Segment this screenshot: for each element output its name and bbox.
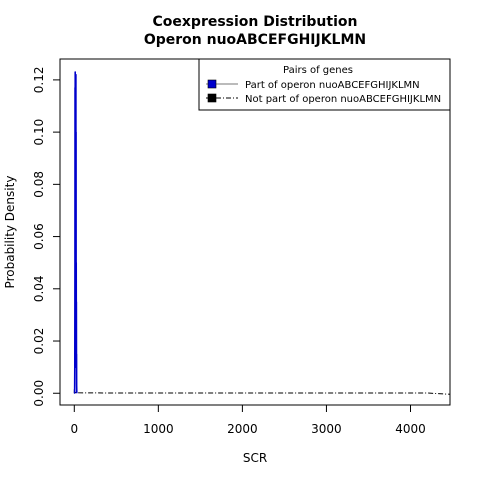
x-tick-label: 4000 <box>395 422 426 436</box>
legend-swatch-part-of-operon <box>207 79 217 89</box>
legend-label-not-part-of-operon: Not part of operon nuoABCEFGHIJKLMN <box>245 94 441 105</box>
x-tick-label: 2000 <box>227 422 258 436</box>
y-tick-label: 0.02 <box>32 328 46 355</box>
y-tick-label: 0.06 <box>32 223 46 250</box>
series-layer <box>73 71 451 395</box>
y-tick-label: 0.00 <box>32 380 46 407</box>
y-axis: 0.00 0.02 0.04 0.06 0.08 0.10 0.12 <box>32 67 61 407</box>
plot-area <box>59 58 451 406</box>
x-tick-label: 1000 <box>143 422 174 436</box>
chart-title: Coexpression Distribution <box>153 14 358 30</box>
x-tick-label: 0 <box>70 422 78 436</box>
x-axis: 0 1000 2000 3000 4000 <box>70 404 426 436</box>
series-line-part-of-operon <box>73 71 78 395</box>
legend: Pairs of genes Part of operon nuoABCEFGH… <box>198 58 451 111</box>
plot-frame <box>59 58 451 406</box>
legend-box <box>198 58 451 111</box>
legend-label-part-of-operon: Part of operon nuoABCEFGHIJKLMN <box>245 80 420 91</box>
y-axis-label: Probability Density <box>3 176 17 289</box>
y-tick-label: 0.10 <box>32 119 46 146</box>
y-tick-label: 0.04 <box>32 275 46 302</box>
legend-title: Pairs of genes <box>283 65 353 76</box>
legend-swatch-not-part-of-operon <box>207 93 217 103</box>
y-tick-label: 0.08 <box>32 171 46 198</box>
chart-subtitle: Operon nuoABCEFGHIJKLMN <box>144 32 366 48</box>
y-tick-label: 0.12 <box>32 67 46 94</box>
series-line-not-part-of-operon <box>73 388 451 395</box>
x-axis-label: SCR <box>243 451 267 465</box>
x-tick-label: 3000 <box>311 422 342 436</box>
